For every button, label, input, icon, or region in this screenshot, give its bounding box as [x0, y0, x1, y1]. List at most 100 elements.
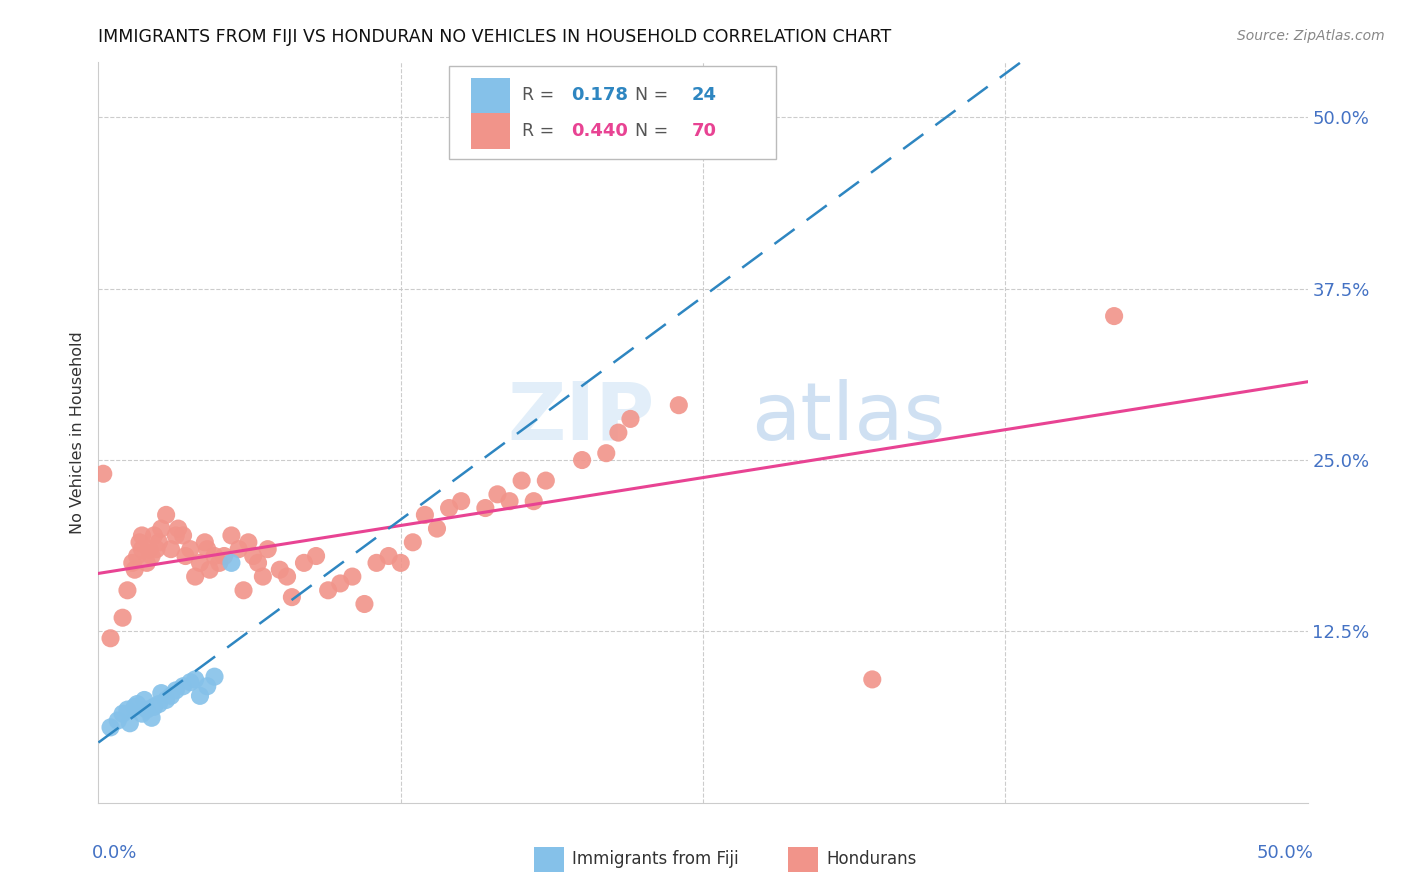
Text: N =: N = — [624, 122, 673, 140]
Point — [276, 569, 298, 583]
Point — [204, 549, 226, 563]
Point — [117, 702, 139, 716]
Point — [498, 494, 520, 508]
Point — [595, 446, 617, 460]
Point — [155, 693, 177, 707]
Point — [160, 542, 183, 557]
Point — [148, 697, 170, 711]
Point — [208, 556, 231, 570]
Text: R =: R = — [522, 87, 560, 104]
Point — [607, 425, 630, 440]
Point — [155, 508, 177, 522]
Point — [619, 412, 641, 426]
Point — [118, 716, 141, 731]
Point — [450, 494, 472, 508]
Point — [523, 494, 546, 508]
Point — [111, 706, 134, 721]
Point — [247, 556, 270, 570]
Text: 50.0%: 50.0% — [1257, 844, 1313, 862]
Point — [238, 535, 260, 549]
Point — [534, 474, 557, 488]
Point — [135, 702, 157, 716]
Point — [329, 576, 352, 591]
Text: ZIP: ZIP — [508, 379, 655, 457]
Point — [124, 699, 146, 714]
Text: IMMIGRANTS FROM FIJI VS HONDURAN NO VEHICLES IN HOUSEHOLD CORRELATION CHART: IMMIGRANTS FROM FIJI VS HONDURAN NO VEHI… — [98, 28, 891, 45]
Point — [281, 590, 304, 604]
Text: 0.178: 0.178 — [571, 87, 628, 104]
Point — [366, 556, 388, 570]
Point — [128, 535, 150, 549]
Point — [150, 686, 173, 700]
Point — [165, 528, 187, 542]
Y-axis label: No Vehicles in Household: No Vehicles in Household — [69, 331, 84, 534]
Point — [179, 675, 201, 690]
Point — [107, 714, 129, 728]
Point — [256, 542, 278, 557]
FancyBboxPatch shape — [471, 78, 509, 113]
Point — [160, 689, 183, 703]
Point — [148, 535, 170, 549]
Point — [143, 699, 166, 714]
Point — [212, 549, 235, 563]
Point — [150, 522, 173, 536]
Text: 0.0%: 0.0% — [93, 844, 138, 862]
Point — [100, 632, 122, 646]
Point — [232, 583, 254, 598]
Point — [389, 556, 412, 570]
Point — [342, 569, 364, 583]
Point — [111, 610, 134, 624]
Text: Source: ZipAtlas.com: Source: ZipAtlas.com — [1237, 29, 1385, 43]
FancyBboxPatch shape — [787, 847, 818, 871]
Point — [138, 542, 160, 557]
Text: 70: 70 — [692, 122, 717, 140]
Text: Immigrants from Fiji: Immigrants from Fiji — [572, 850, 740, 868]
Point — [510, 474, 533, 488]
Point — [135, 556, 157, 570]
Point — [188, 556, 211, 570]
Point — [172, 528, 194, 542]
Point — [194, 535, 217, 549]
Point — [228, 542, 250, 557]
Text: Hondurans: Hondurans — [827, 850, 917, 868]
Point — [124, 563, 146, 577]
Point — [131, 706, 153, 721]
Point — [377, 549, 399, 563]
Point — [305, 549, 328, 563]
Point — [426, 522, 449, 536]
Point — [353, 597, 375, 611]
Point — [474, 501, 496, 516]
Point — [437, 501, 460, 516]
Point — [402, 535, 425, 549]
Point — [198, 563, 221, 577]
Point — [127, 549, 149, 563]
Point — [860, 673, 883, 687]
Point — [269, 563, 291, 577]
Point — [221, 528, 243, 542]
Point — [100, 720, 122, 734]
Point — [143, 528, 166, 542]
Point — [571, 453, 593, 467]
Point — [91, 467, 114, 481]
Point — [242, 549, 264, 563]
Point — [167, 522, 190, 536]
Point — [292, 556, 315, 570]
Point — [413, 508, 436, 522]
Point — [174, 549, 197, 563]
Point — [221, 556, 243, 570]
Text: 24: 24 — [692, 87, 717, 104]
Text: atlas: atlas — [751, 379, 946, 457]
Point — [204, 670, 226, 684]
Point — [172, 679, 194, 693]
Point — [188, 689, 211, 703]
Point — [121, 556, 143, 570]
Point — [131, 528, 153, 542]
Point — [117, 583, 139, 598]
Point — [195, 542, 218, 557]
Point — [134, 693, 156, 707]
Point — [131, 542, 153, 557]
Point — [486, 487, 509, 501]
FancyBboxPatch shape — [449, 66, 776, 159]
Text: 0.440: 0.440 — [571, 122, 628, 140]
Point — [179, 542, 201, 557]
